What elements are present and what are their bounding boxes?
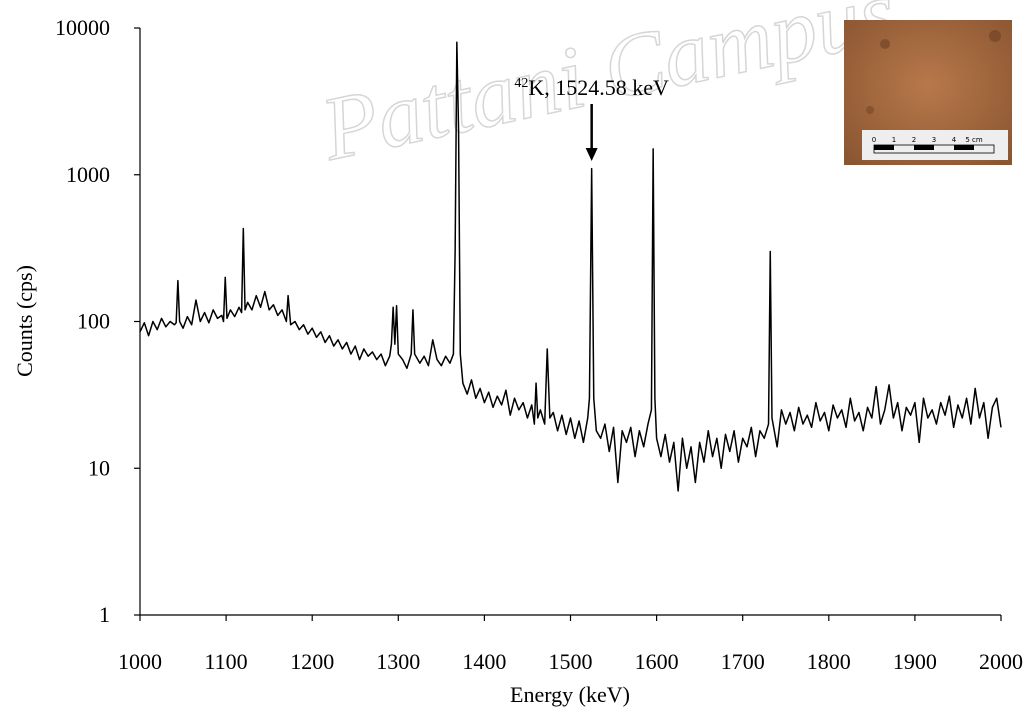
x-axis-title: Energy (keV) bbox=[510, 682, 630, 707]
annotation: 42K, 1524.58 keV bbox=[514, 75, 669, 100]
annotation-arrowhead bbox=[585, 148, 598, 161]
y-tick-label: 10000 bbox=[55, 15, 110, 40]
inset-scale-label: 3 bbox=[932, 136, 936, 144]
inset-photo bbox=[844, 20, 1012, 165]
inset-scale-label: 4 bbox=[952, 136, 957, 144]
annotation-text: K, 1524.58 keV bbox=[528, 75, 669, 100]
x-tick-label: 1600 bbox=[635, 649, 679, 674]
inset-scale-label: 0 bbox=[872, 136, 876, 144]
inset-scale-label: 1 bbox=[892, 136, 896, 144]
inset-scale-label: 5 cm bbox=[965, 136, 983, 144]
inset-scale-label: 2 bbox=[912, 136, 916, 144]
x-tick-label: 2000 bbox=[979, 649, 1023, 674]
x-tick-label: 1900 bbox=[893, 649, 937, 674]
x-tick-label: 1400 bbox=[462, 649, 506, 674]
x-tick-label: 1300 bbox=[376, 649, 420, 674]
x-tick-label: 1500 bbox=[549, 649, 593, 674]
y-tick-label: 100 bbox=[77, 309, 110, 334]
spectrum-line bbox=[139, 41, 1002, 492]
x-tick-label: 1700 bbox=[721, 649, 765, 674]
y-tick-label: 1 bbox=[99, 602, 110, 627]
y-tick-label: 10 bbox=[88, 455, 110, 480]
x-tick-label: 1100 bbox=[205, 649, 248, 674]
x-tick-label: 1800 bbox=[807, 649, 851, 674]
annotation-superscript: 42 bbox=[514, 76, 528, 91]
y-axis-title: Counts (cps) bbox=[12, 265, 37, 377]
x-tick-label: 1200 bbox=[290, 649, 334, 674]
x-tick-label: 1000 bbox=[118, 649, 162, 674]
y-tick-label: 1000 bbox=[66, 162, 110, 187]
